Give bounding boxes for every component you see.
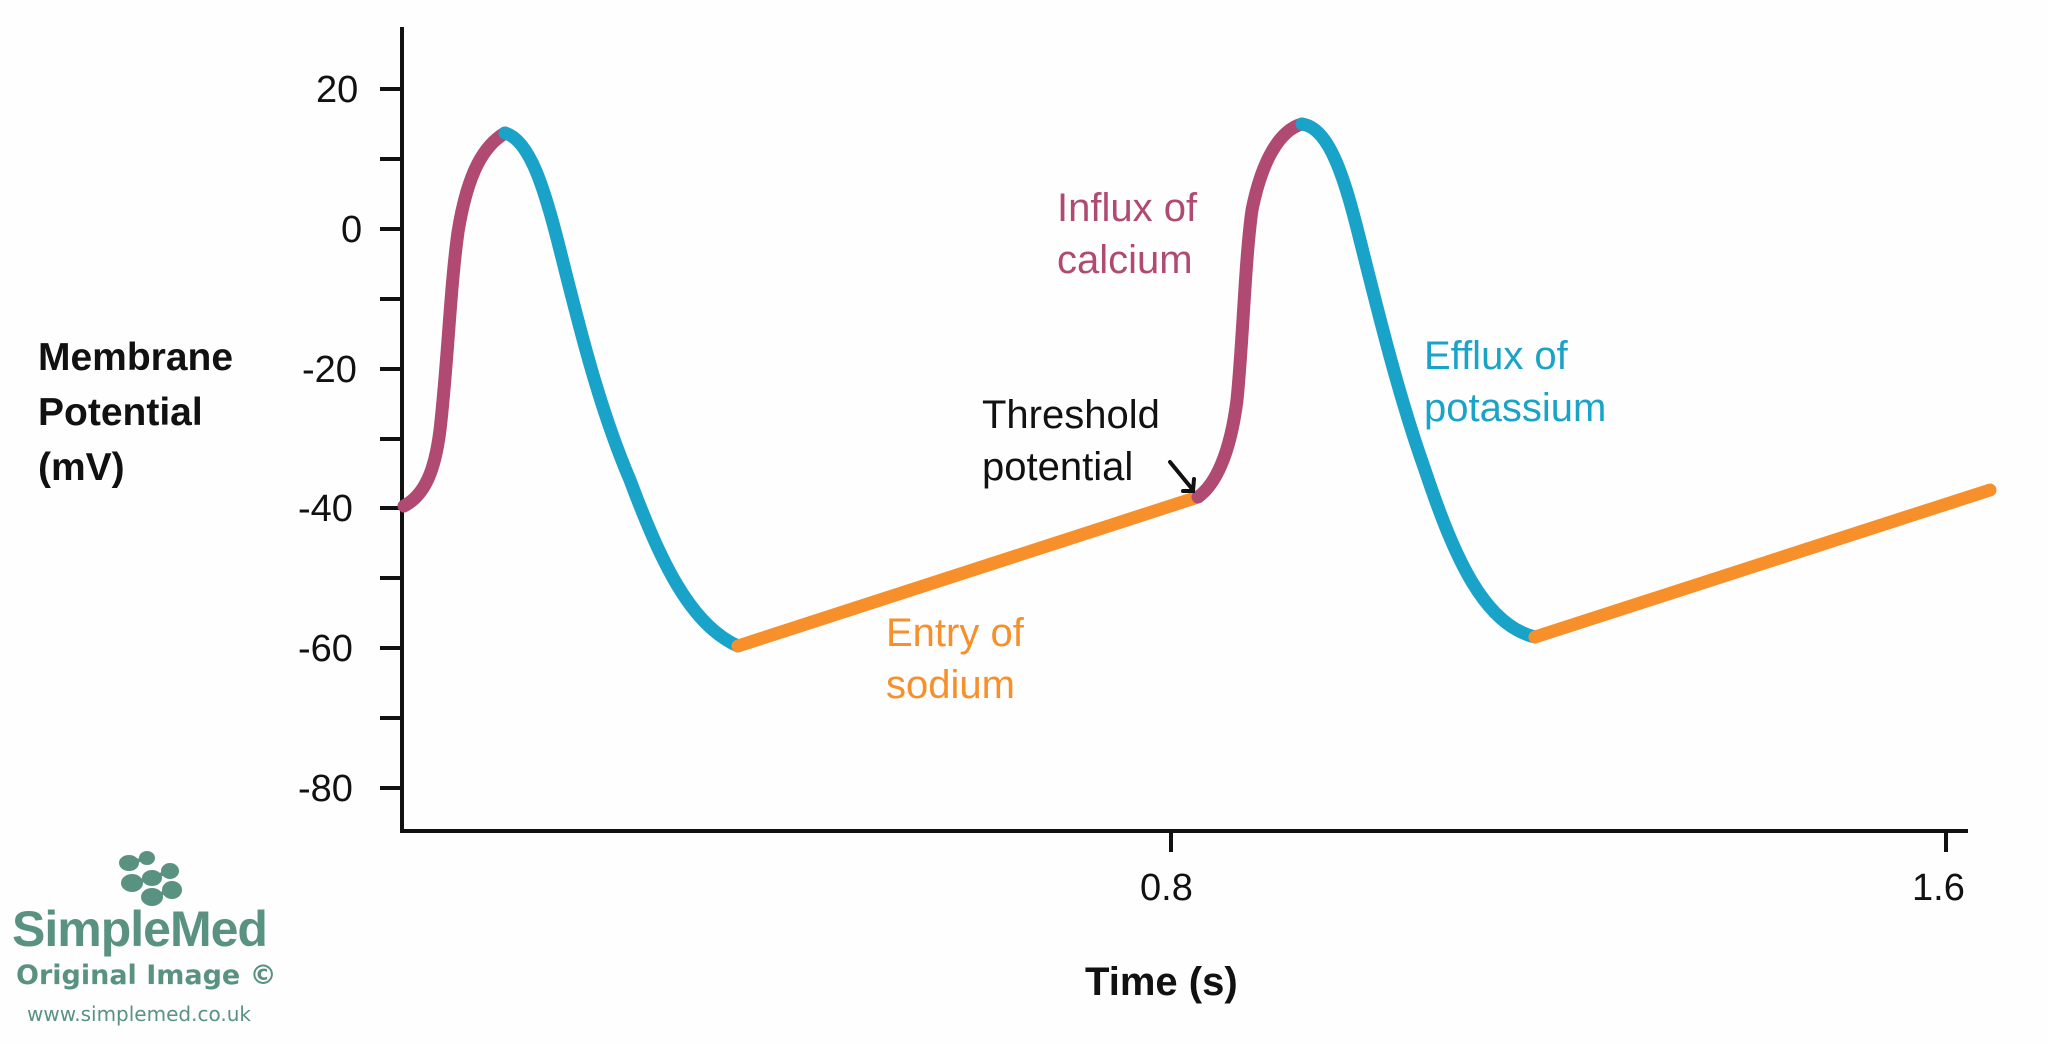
x-tick-1-6: 1.6	[1912, 867, 1965, 909]
potassium-segment-2	[1295, 117, 1542, 644]
annotation-line: potential	[982, 445, 1134, 489]
annotation-line: Influx of	[1057, 186, 1198, 230]
annotation-line: sodium	[886, 663, 1015, 707]
annotation-sodium: Entry of sodium	[886, 607, 1024, 711]
annotation-potassium: Efflux of potassium	[1424, 330, 1606, 434]
annotation-line: Entry of	[886, 611, 1024, 655]
annotation-threshold: Threshold potential	[982, 389, 1160, 493]
logo-url: www.simplemed.co.uk	[27, 1002, 251, 1026]
y-axis	[380, 27, 404, 832]
annotation-line: Threshold	[982, 393, 1160, 437]
y-tick-minus40: -40	[298, 488, 353, 530]
potassium-segment-1	[498, 126, 745, 653]
y-tick-20: 20	[316, 69, 359, 111]
y-tick-minus80: -80	[298, 768, 353, 810]
y-tick-minus20: -20	[302, 349, 357, 391]
annotation-line: potassium	[1424, 386, 1607, 430]
y-axis-label-line: Membrane	[38, 336, 234, 379]
logo-brand: SimpleMed	[12, 901, 268, 957]
calcium-segment-1	[397, 126, 512, 513]
simplemed-logo-icon	[119, 851, 182, 906]
annotation-line: Efflux of	[1424, 334, 1568, 378]
annotation-line: calcium	[1057, 238, 1193, 282]
y-axis-label-line: Potential	[38, 391, 203, 434]
x-axis	[400, 829, 1968, 852]
sodium-segment-1	[731, 490, 1205, 653]
threshold-arrow-icon	[1168, 460, 1196, 493]
logo-subtitle: Original Image ©	[16, 960, 277, 991]
y-tick-minus60: -60	[298, 628, 353, 670]
x-tick-0-8: 0.8	[1140, 867, 1193, 909]
y-tick-0: 0	[341, 209, 363, 251]
annotation-calcium: Influx of calcium	[1057, 182, 1197, 286]
x-axis-label: Time (s)	[1085, 960, 1238, 1004]
sodium-segment-2	[1528, 483, 1997, 644]
calcium-segment-2	[1191, 117, 1309, 504]
y-axis-label: Membrane Potential (mV)	[38, 330, 233, 495]
y-axis-label-line: (mV)	[38, 446, 125, 489]
